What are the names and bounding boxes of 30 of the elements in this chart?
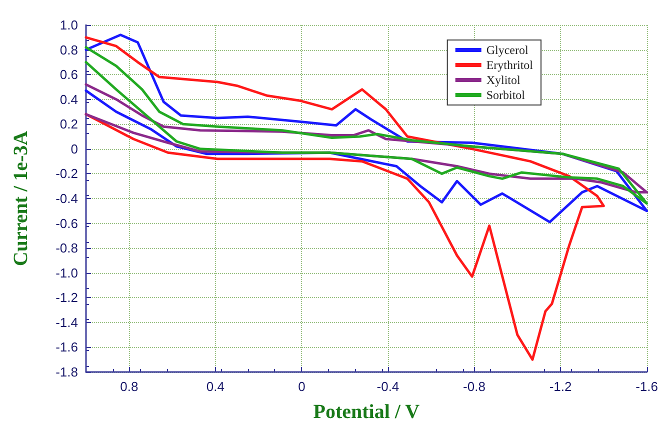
legend-label: Erythritol <box>486 58 534 72</box>
x-tick-label: -0.4 <box>376 379 400 394</box>
y-tick-label: 1.0 <box>60 18 78 32</box>
x-tick-label: -1.2 <box>549 379 572 394</box>
y-tick-label: -1.2 <box>56 290 78 306</box>
y-tick-label: -0.8 <box>56 240 78 256</box>
y-tick-label: -1.8 <box>56 364 78 380</box>
y-tick-label: 0.8 <box>60 42 78 58</box>
x-tick-label: 0.4 <box>206 379 224 394</box>
x-tick-label: 0 <box>298 379 306 394</box>
x-axis-title: Potential / V <box>313 401 420 423</box>
y-tick-label: 0 <box>70 141 78 156</box>
x-tick-label: -1.6 <box>636 379 658 394</box>
x-tick-label: -0.8 <box>463 379 486 394</box>
x-tick-label: 0.8 <box>120 379 138 394</box>
y-tick-label: 0.6 <box>60 67 78 82</box>
y-tick-label: -1.6 <box>56 340 78 355</box>
y-tick-label: 0.4 <box>60 92 78 107</box>
legend-label: Xylitol <box>486 73 522 87</box>
legend-label: Sorbitol <box>486 88 526 102</box>
y-tick-label: -0.2 <box>56 166 78 182</box>
y-tick-label: 0.2 <box>60 116 78 132</box>
y-axis-title: Current / 1e-3A <box>10 130 32 266</box>
y-tick-label: -1.4 <box>56 314 78 330</box>
line-series <box>84 46 648 205</box>
line-series <box>84 36 605 361</box>
y-tick-label: -0.6 <box>56 216 78 231</box>
legend-label: Glycerol <box>486 43 529 57</box>
y-tick-label: -1.0 <box>56 265 78 280</box>
y-tick-label: -0.4 <box>56 191 78 206</box>
